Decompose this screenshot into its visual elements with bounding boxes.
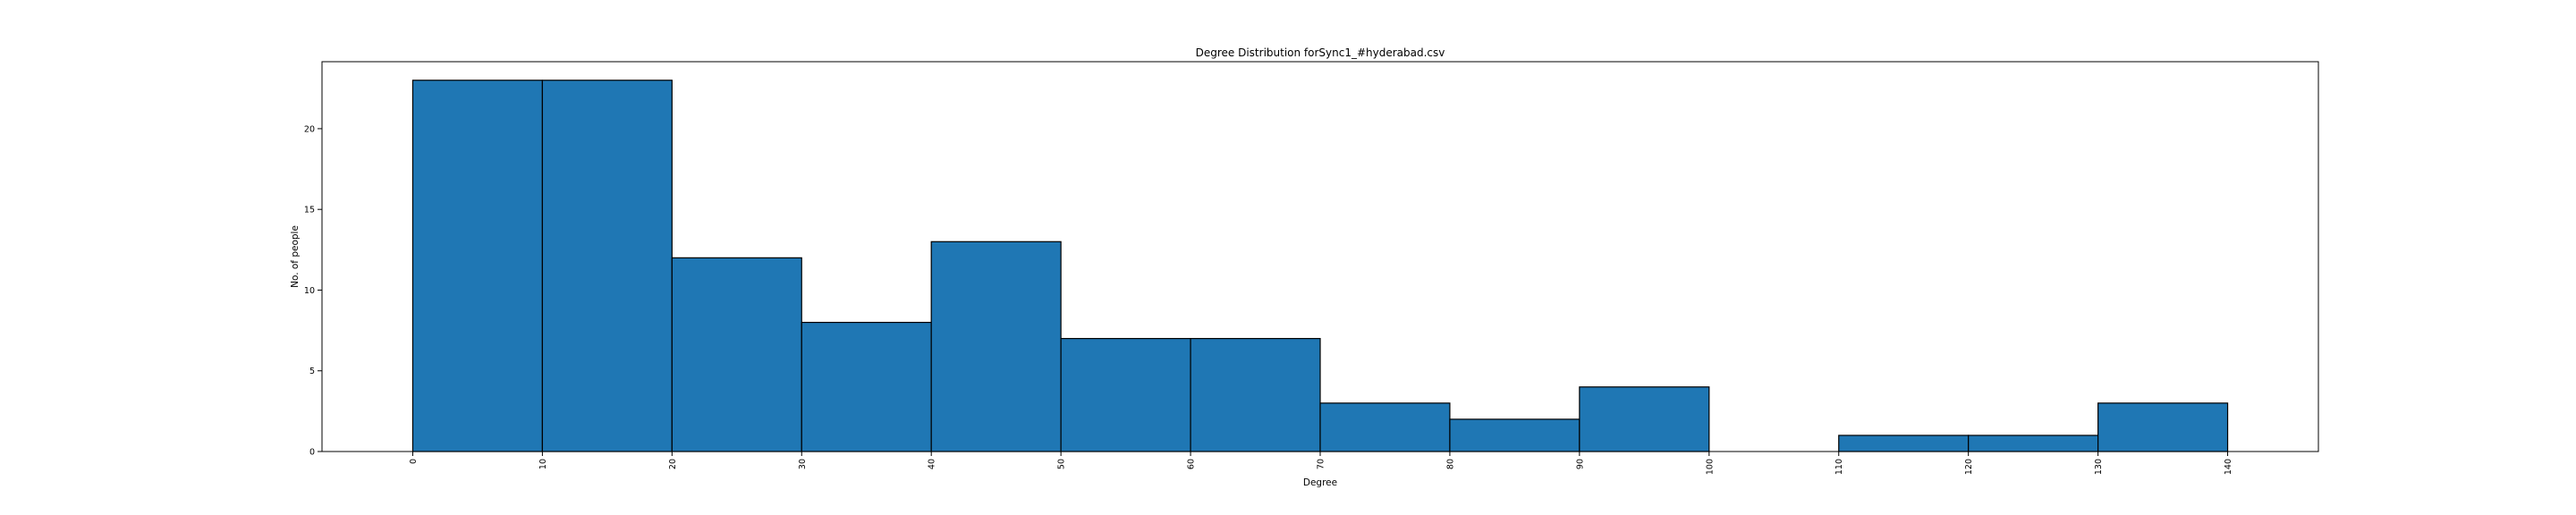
- histogram-bar: [411, 80, 543, 452]
- x-axis: 0 10 20 30 40 50 60 70 80 90 100 110 120 130 140: [409, 452, 2233, 475]
- x-tick-label: 130: [2094, 459, 2104, 475]
- x-tick-label: 70: [1317, 459, 1326, 469]
- y-axis: 0 5 10 15 20: [304, 124, 322, 458]
- y-tick-label: 20: [304, 124, 315, 134]
- x-tick-label: 90: [1575, 459, 1585, 469]
- x-axis-label: Degree: [1303, 477, 1337, 488]
- x-tick-label: 60: [1187, 459, 1197, 469]
- histogram-bar: [1579, 386, 1710, 452]
- x-tick-label: 110: [1835, 459, 1844, 475]
- y-tick-label: 10: [304, 286, 315, 296]
- histogram-bar: [1449, 418, 1580, 452]
- x-tick-label: 40: [928, 459, 937, 469]
- histogram-bar: [801, 321, 932, 452]
- histogram-bar: [541, 80, 673, 452]
- histogram-bar: [671, 257, 802, 452]
- histogram-bar: [1190, 338, 1321, 452]
- histogram-bar: [2097, 402, 2229, 452]
- x-tick-label: 30: [798, 459, 808, 469]
- y-tick-label: 0: [309, 448, 315, 458]
- x-tick-label: 50: [1057, 459, 1067, 469]
- x-tick-label: 120: [1964, 459, 1974, 475]
- x-tick-label: 140: [2224, 459, 2233, 475]
- histogram-bar: [1838, 435, 1970, 452]
- plot-frame: [321, 61, 2319, 452]
- x-tick-label: 20: [668, 459, 678, 469]
- y-axis-label: No. of people: [290, 225, 301, 288]
- chart-title: Degree Distribution forSync1_#hyderabad.…: [1196, 46, 1445, 59]
- x-tick-label: 80: [1445, 459, 1455, 469]
- x-tick-label: 0: [409, 459, 419, 464]
- histogram-bar: [1319, 402, 1451, 452]
- histogram-bar: [1968, 435, 2099, 452]
- histogram-bar: [930, 241, 1062, 452]
- y-tick-label: 5: [309, 367, 315, 376]
- x-tick-label: 10: [538, 459, 548, 469]
- histogram-bar: [1060, 338, 1191, 452]
- bars-group: [411, 80, 2229, 452]
- y-tick-label: 15: [304, 206, 315, 215]
- x-tick-label: 100: [1705, 459, 1715, 475]
